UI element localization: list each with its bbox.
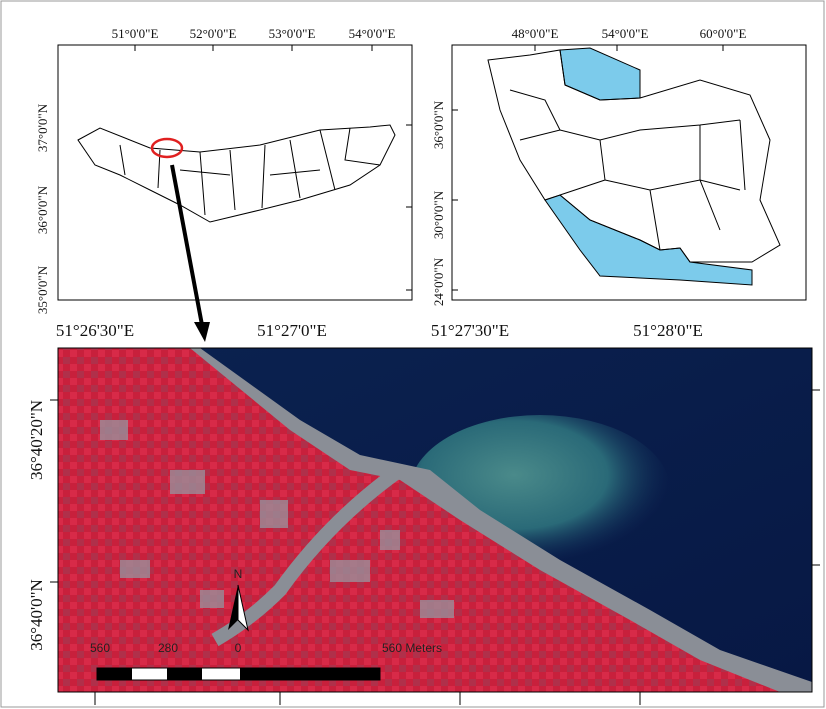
lat-label: 35°0'0"N (35, 265, 50, 314)
province-inset: 51°0'0"E 52°0'0"E 53°0'0"E 54°0'0"E 37°0… (35, 26, 412, 342)
lon-label: 51°26'30"E (56, 321, 134, 340)
lon-label: 51°27'30"E (431, 321, 509, 340)
scale-label: 280 (158, 641, 178, 655)
lat-label: 36°40'20"N (27, 400, 46, 480)
lat-label: 30°0'0"N (431, 190, 446, 239)
figure: 51°0'0"E 52°0'0"E 53°0'0"E 54°0'0"E 37°0… (0, 0, 826, 709)
lon-label: 54°0'0"E (602, 26, 649, 41)
lat-label: 37°0'0"N (35, 103, 50, 152)
lon-label: 60°0'0"E (700, 26, 747, 41)
scale-label: 0 (235, 641, 242, 655)
lon-label: 51°27'0"E (257, 321, 327, 340)
north-label: N (234, 567, 243, 581)
lon-label: 51°0'0"E (112, 26, 159, 41)
lat-label: 36°0'0"N (431, 100, 446, 149)
lat-label: 36°40'0"N (27, 579, 46, 651)
scale-label: 560 (90, 641, 110, 655)
lon-label: 52°0'0"E (190, 26, 237, 41)
lon-label: 51°28'0"E (633, 321, 703, 340)
lat-label: 36°0'0"N (35, 185, 50, 234)
lat-label: 24°0'0"N (431, 257, 446, 306)
country-inset: 48°0'0"E 54°0'0"E 60°0'0"E 36°0'0"N 30°0… (431, 26, 806, 306)
main-image: 51°26'30"E 51°27'0"E 51°27'30"E 51°28'0"… (27, 321, 820, 705)
lon-label: 54°0'0"E (349, 26, 396, 41)
scale-label: 560 Meters (382, 641, 442, 655)
frame (58, 45, 412, 300)
lon-label: 53°0'0"E (269, 26, 316, 41)
lon-label: 48°0'0"E (512, 26, 559, 41)
